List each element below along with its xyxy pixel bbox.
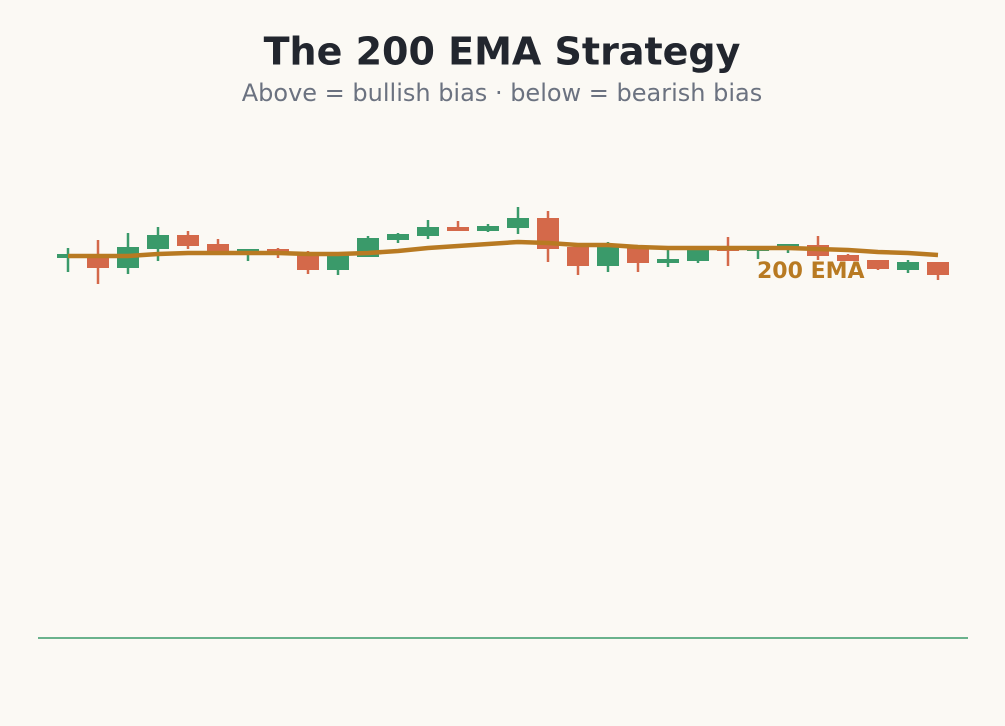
candle-body — [387, 234, 409, 240]
candle-body — [417, 227, 439, 236]
candle-body — [327, 254, 349, 270]
candle-body — [147, 235, 169, 249]
candle-body — [477, 226, 499, 231]
candle-body — [597, 247, 619, 266]
candle-body — [447, 227, 469, 231]
candle-body — [657, 259, 679, 263]
ema-line — [68, 239, 939, 259]
candle-body — [207, 244, 229, 253]
candle-body — [627, 247, 649, 263]
candle-body — [567, 247, 589, 266]
candle-body — [507, 218, 529, 228]
candle-body — [867, 260, 889, 269]
candle-body — [927, 262, 949, 275]
chart-title: The 200 EMA Strategy — [264, 30, 741, 74]
candle-body — [687, 249, 709, 261]
ema-label: 200 EMA — [757, 259, 865, 284]
candle-body — [297, 254, 319, 270]
chart-subtitle: Above = bullish bias · below = bearish b… — [242, 79, 763, 107]
candle-body — [837, 255, 859, 261]
candle-body — [897, 262, 919, 270]
candle-body — [177, 235, 199, 246]
